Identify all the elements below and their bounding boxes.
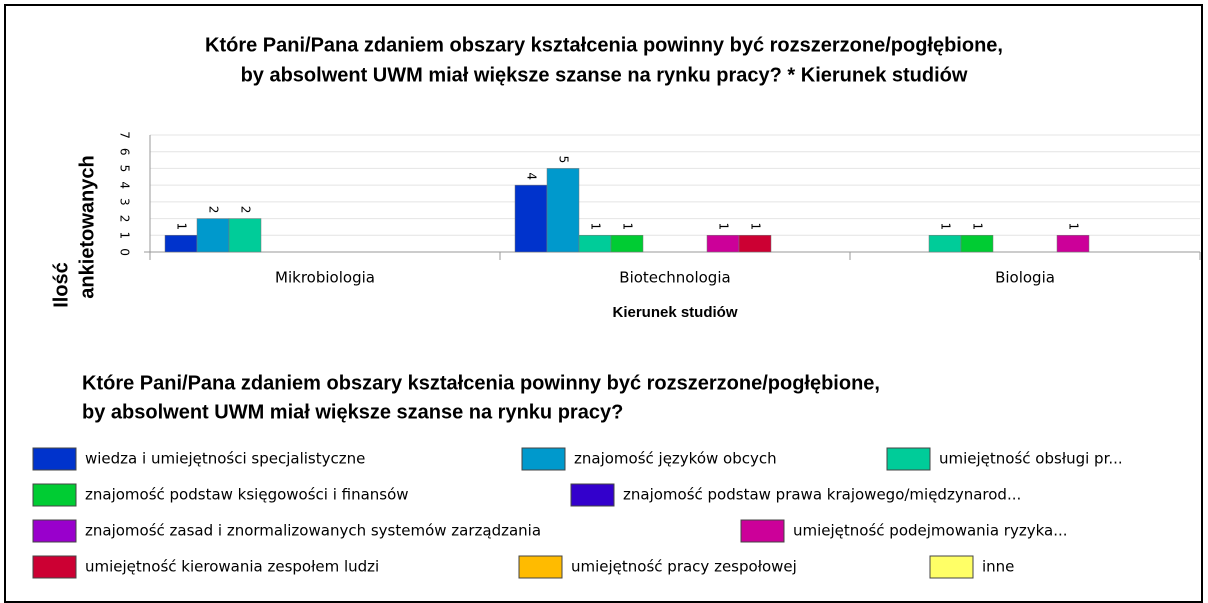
bar: [546, 168, 580, 253]
y-tick-label: 0: [118, 248, 132, 256]
data-label: 1: [621, 222, 635, 230]
legend-swatch: [886, 447, 931, 471]
x-tick-label: Biologia: [995, 269, 1055, 287]
bar: [706, 235, 740, 253]
legend-label: inne: [982, 558, 1014, 576]
x-tick-label: Biotechnologia: [619, 269, 730, 287]
data-label: 4: [525, 172, 539, 180]
y-axis-title: ankietowanych: [76, 155, 98, 298]
bar: [928, 235, 962, 253]
data-label: 1: [717, 222, 731, 230]
legend-label: umiejętność kierowania zespołem ludzi: [85, 558, 379, 576]
legend-label: znajomość języków obcych: [574, 450, 777, 468]
data-label: 2: [239, 206, 253, 214]
bar: [738, 235, 772, 253]
legend-swatch: [32, 555, 77, 579]
y-tick-label: 7: [118, 131, 132, 139]
legend-title: Które Pani/Pana zdaniem obszary kształce…: [82, 372, 880, 394]
legend-swatch: [32, 447, 77, 471]
bar: [196, 218, 230, 253]
bar: [514, 184, 548, 253]
legend-swatch: [32, 519, 77, 543]
chart-title: Które Pani/Pana zdaniem obszary kształce…: [205, 34, 1003, 56]
chart-title: by absolwent UWM miał większe szanse na …: [241, 64, 968, 86]
data-label: 1: [939, 222, 953, 230]
bar: [164, 235, 198, 253]
y-tick-label: 3: [118, 198, 132, 206]
legend-title: by absolwent UWM miał większe szanse na …: [82, 401, 623, 423]
legend-swatch: [32, 483, 77, 507]
x-axis-title: Kierunek studiów: [612, 304, 737, 321]
data-label: 1: [971, 222, 985, 230]
data-label: 1: [175, 222, 189, 230]
data-label: 1: [589, 222, 603, 230]
data-label: 5: [557, 156, 571, 164]
legend-label: znajomość zasad i znormalizowanych syste…: [85, 522, 541, 540]
legend-swatch: [929, 555, 974, 579]
x-tick-label: Mikrobiologia: [275, 269, 375, 287]
y-tick-label: 1: [118, 231, 132, 239]
legend-label: znajomość podstaw księgowości i finansów: [85, 486, 409, 504]
legend-label: umiejętność obsługi pr...: [939, 450, 1123, 468]
legend-label: umiejętność podejmowania ryzyka...: [793, 522, 1068, 540]
legend-swatch: [740, 519, 785, 543]
y-tick-label: 6: [118, 148, 132, 156]
y-axis-title: Ilość: [50, 262, 72, 308]
legend-swatch: [570, 483, 615, 507]
legend-swatch: [521, 447, 566, 471]
legend-label: umiejętność pracy zespołowej: [571, 558, 797, 576]
bar: [1056, 235, 1090, 253]
legend-label: wiedza i umiejętności specjalistyczne: [85, 450, 365, 468]
bar: [960, 235, 994, 253]
legend-swatch: [518, 555, 563, 579]
y-tick-label: 4: [118, 181, 132, 189]
bar: [610, 235, 644, 253]
y-tick-label: 5: [118, 165, 132, 173]
data-label: 1: [1067, 222, 1081, 230]
bar: [578, 235, 612, 253]
frame: [4, 4, 1203, 603]
legend-label: znajomość podstaw prawa krajowego/między…: [623, 486, 1021, 504]
y-tick-label: 2: [118, 215, 132, 223]
bar: [228, 218, 262, 253]
data-label: 2: [207, 206, 221, 214]
data-label: 1: [749, 222, 763, 230]
